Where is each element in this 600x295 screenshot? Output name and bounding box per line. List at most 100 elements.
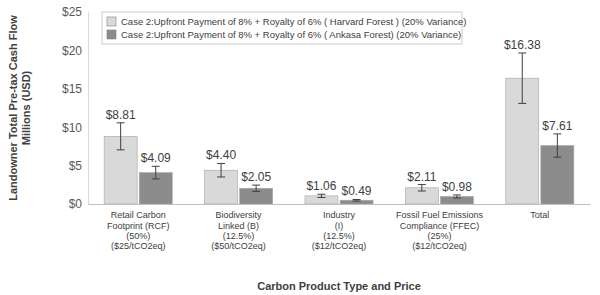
y-tick-label: $25 [62,5,82,19]
y-tick-label: $5 [69,159,83,173]
x-tick-label-line: Retail Carbon [111,210,166,220]
error-bar [217,163,225,177]
x-tick-label-line: (50%) [126,231,150,241]
error-bar-line [256,185,257,191]
error-bar-line [117,122,125,123]
data-label: $8.81 [106,108,136,122]
x-axis-title: Carbon Product Type and Price [257,280,421,292]
error-bar [252,185,260,191]
data-label: $4.40 [206,148,236,162]
x-tick-label-line: (12.5%) [323,231,355,241]
error-bar [317,194,325,197]
y-tick: $0 [69,197,88,211]
error-bar [117,123,125,150]
error-bar-line [317,194,325,195]
x-tick-label-line: Industry [323,210,356,220]
error-bar-line [117,149,125,150]
x-axis-line [89,204,591,205]
data-label: $4.09 [141,151,171,165]
error-bar-line [120,123,121,150]
series [104,53,539,204]
error-bar-line [418,184,426,185]
y-axis: $0 $5 $10 $15 $20 $25 [62,5,89,211]
y-axis-title-line: Landowner Total Pre-tax Cash Flow [7,15,19,201]
y-tick-label: $10 [62,121,82,135]
data-label: $2.11 [407,170,436,184]
x-tick-label-line: (25%) [427,231,451,241]
error-bar [418,185,426,191]
error-bar-line [421,185,422,191]
data-label: $0.98 [442,180,472,194]
legend-item: Case 2:Upfront Payment of 8% + Royalty o… [107,16,466,27]
error-bar-line [221,163,222,177]
y-tick-label: $20 [62,44,82,58]
series [139,134,574,204]
y-tick-label: $0 [69,197,83,211]
x-tick-label-line: ($25/tCO2eq) [111,241,166,251]
error-bar [353,199,361,201]
data-label: $0.49 [342,184,372,198]
x-axis: Retail CarbonFootprint (RCF)(50%)($25/tC… [89,204,591,251]
error-bar-line [557,134,558,157]
x-tick: Retail CarbonFootprint (RCF)(50%)($25/tC… [107,204,170,251]
error-bar-line [155,166,156,179]
data-labels: $8.81$4.40$1.06$2.11$16.38 [106,38,541,193]
x-tick: Total [530,204,549,220]
data-label: $16.38 [504,38,541,52]
legend-label: Case 2:Upfront Payment of 8% + Royalty o… [121,29,461,40]
x-tick-label: BiodiversityLinked (B)(12.5%)($50/tCO2eq… [211,210,266,251]
bar [305,196,338,204]
y-tick-label: $15 [62,82,82,96]
x-tick-label-line: Linked (B) [218,221,259,231]
legend-item: Case 2:Upfront Payment of 8% + Royalty o… [107,29,461,40]
y-axis-title: Landowner Total Pre-tax Cash FlowMillion… [7,15,32,201]
data-label: $7.61 [542,119,572,133]
y-tick: $15 [62,82,88,96]
error-bar [553,134,561,157]
y-tick: $25 [62,5,88,19]
error-bar-line [453,194,461,195]
data-label: $2.05 [241,170,271,184]
x-tick-label: Industry(I)(12.5%)($12/tCO2eq) [312,210,367,251]
x-tick-label-line: (12.5%) [223,231,255,241]
bar [440,196,473,204]
x-tick-label-line: ($12/tCO2eq) [412,241,467,251]
x-tick-label: Total [530,210,549,220]
error-bar-line [353,199,361,200]
error-bar-line [553,133,561,134]
x-tick-label-line: Compliance (FFEC) [400,221,480,231]
error-bar-line [252,191,260,192]
data-labels: $4.09 $2.05 $0.49 $0.98 $7.61 [141,119,573,199]
error-bar-line [418,191,426,192]
error-bar-line [252,185,260,186]
x-tick-label-line: (I) [335,221,344,231]
y-tick: $5 [69,159,88,173]
error-bar-line [317,197,325,198]
error-bar-line [152,166,160,167]
error-bar-line [217,163,225,164]
error-bar-line [217,176,225,177]
error-bar-line [152,178,160,179]
x-tick-label-line: Total [530,210,549,220]
x-tick: BiodiversityLinked (B)(12.5%)($50/tCO2eq… [211,204,266,251]
x-tick: Industry(I)(12.5%)($12/tCO2eq) [312,204,367,251]
x-tick-label-line: Footprint (RCF) [107,221,170,231]
plot-area: $0$5$10$15$20$25$8.81$4.40$1.06$2.11$16.… [62,5,591,251]
x-tick-label-line: ($50/tCO2eq) [211,241,266,251]
y-axis-line [88,13,89,205]
x-tick-label: Fossil Fuel EmissionsCompliance (FFEC)(2… [396,210,484,251]
error-bar [453,195,461,198]
error-bar-line [453,198,461,199]
error-bar-line [522,53,523,103]
legend-label: Case 2:Upfront Payment of 8% + Royalty o… [121,16,466,27]
error-bar-line [518,53,526,54]
x-tick-label: Retail CarbonFootprint (RCF)(50%)($25/tC… [107,210,170,251]
error-bar-line [553,157,561,158]
y-tick: $20 [62,44,88,58]
x-tick: Fossil Fuel EmissionsCompliance (FFEC)(2… [396,204,484,251]
legend-swatch [107,30,116,39]
legend: Case 2:Upfront Payment of 8% + Royalty o… [102,12,466,44]
x-tick-label-line: ($12/tCO2eq) [312,241,367,251]
y-axis-title-line: Millions (USD) [20,70,32,145]
error-bar [152,166,160,179]
